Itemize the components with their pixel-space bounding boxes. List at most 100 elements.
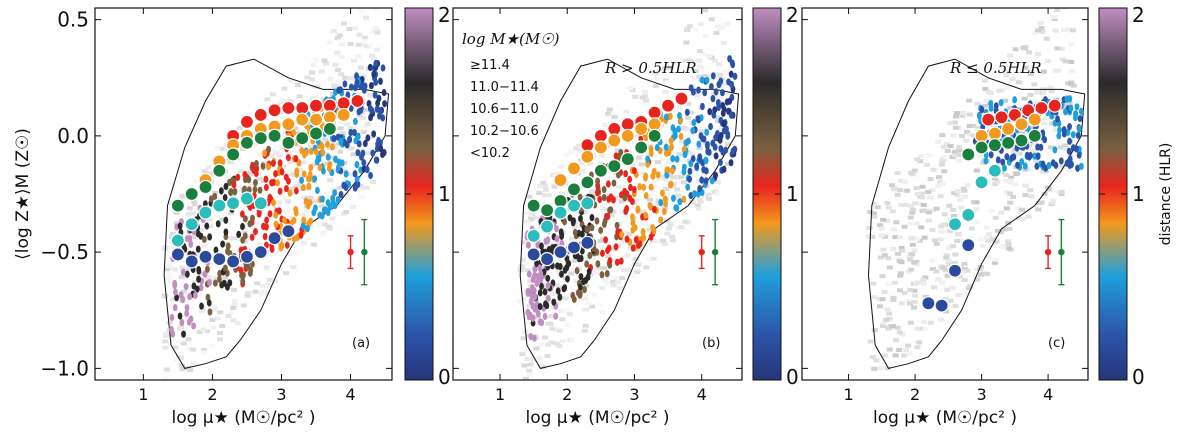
density-bin (940, 182, 946, 186)
density-bin (713, 31, 719, 35)
density-bin (334, 51, 340, 55)
y-tick-label: 0.0 (57, 124, 89, 148)
density-bin (181, 341, 187, 345)
density-bin (895, 171, 901, 175)
radial-bin-dot (301, 184, 306, 191)
density-bin (922, 236, 928, 240)
error-bar-point (698, 249, 704, 255)
density-bin (533, 346, 539, 350)
radial-bin-dot (1002, 165, 1007, 172)
density-bin (942, 155, 948, 159)
density-bin (967, 113, 973, 117)
radial-bin-dot (288, 190, 293, 197)
radial-bin-dot (1062, 126, 1067, 133)
density-bin (350, 205, 356, 209)
radial-bin-dot (1079, 163, 1084, 170)
radial-bin-dot (1063, 108, 1068, 115)
legend: log M★(M☉)≥11.411.0−11.410.6−11.010.2−10… (462, 30, 560, 161)
density-bin (1013, 172, 1019, 176)
density-bin (589, 190, 595, 194)
density-bin (896, 348, 902, 352)
radial-bin-dot (595, 178, 600, 185)
binned-point (254, 132, 267, 145)
radial-bin-dot (714, 88, 719, 95)
density-bin (190, 348, 196, 352)
binned-point (581, 236, 594, 249)
radial-bin-dot (727, 98, 732, 105)
density-bin (343, 210, 349, 214)
radial-bin-dot (697, 155, 702, 162)
binned-point (227, 148, 240, 161)
density-bin (953, 126, 959, 130)
density-bin (663, 187, 669, 191)
binned-point (199, 250, 212, 263)
radial-bin-dot (603, 236, 608, 243)
density-bin (321, 58, 327, 62)
density-bin (222, 212, 228, 216)
radial-bin-dot (643, 212, 648, 219)
density-bin (897, 188, 903, 192)
density-bin (902, 180, 908, 184)
radial-bin-dot (314, 149, 319, 156)
radial-bin-dot (368, 105, 373, 112)
density-bin (1053, 29, 1059, 33)
density-bin (368, 43, 374, 47)
region-annotation: R ≤ 0.5HLR (949, 59, 1042, 77)
density-bin (946, 204, 952, 208)
density-bin (941, 145, 947, 149)
density-bin (887, 347, 893, 351)
binned-point (310, 113, 323, 126)
radial-bin-dot (729, 112, 734, 119)
radial-bin-dot (615, 222, 620, 229)
radial-bin-dot (544, 238, 549, 245)
radial-bin-dot (652, 168, 657, 175)
density-bin (209, 318, 215, 322)
density-bin (527, 372, 533, 376)
density-bin (562, 296, 568, 300)
radial-bin-dot (685, 184, 690, 191)
binned-point (254, 197, 267, 210)
density-bin (605, 112, 611, 116)
radial-bin-dot (363, 82, 368, 89)
density-bin (668, 223, 674, 227)
density-bin (264, 265, 270, 269)
density-bin (882, 354, 888, 358)
density-bin (921, 203, 927, 207)
density-bin (651, 257, 657, 261)
x-tick-label: 1 (138, 385, 148, 404)
radial-bin-dot (529, 298, 534, 305)
radial-bin-dot (1077, 126, 1082, 133)
radial-bin-dot (718, 145, 723, 152)
radial-bin-dot (602, 194, 607, 201)
radial-bin-dot (253, 228, 258, 235)
radial-bin-dot (308, 171, 313, 178)
density-bin (161, 395, 167, 399)
radial-bin-dot (625, 236, 630, 243)
radial-bin-dot (301, 223, 306, 230)
radial-bin-dot (205, 266, 210, 273)
binned-point (268, 129, 281, 142)
colorbar-tick-label: 2 (438, 3, 451, 27)
radial-bin-dot (373, 91, 378, 98)
density-bin (599, 310, 605, 314)
density-bin (914, 345, 920, 349)
density-bin (1038, 21, 1044, 25)
density-bin (1068, 82, 1074, 86)
radial-bin-dot (196, 246, 201, 253)
density-bin (949, 286, 955, 290)
density-bin (922, 327, 928, 331)
radial-bin-dot (1071, 131, 1076, 138)
radial-bin-dot (196, 230, 201, 237)
radial-bin-dot (619, 231, 624, 238)
legend-entry: 10.6−11.0 (470, 102, 539, 117)
radial-bin-dot (320, 196, 325, 203)
radial-bin-dot (581, 278, 586, 285)
density-bin (370, 180, 376, 184)
density-bin (950, 133, 956, 137)
radial-bin-dot (216, 220, 221, 227)
density-bin (872, 381, 878, 385)
radial-bin-dot (658, 199, 663, 206)
radial-bin-dot (608, 257, 613, 264)
density-bin (254, 281, 260, 285)
density-bin (612, 115, 618, 119)
